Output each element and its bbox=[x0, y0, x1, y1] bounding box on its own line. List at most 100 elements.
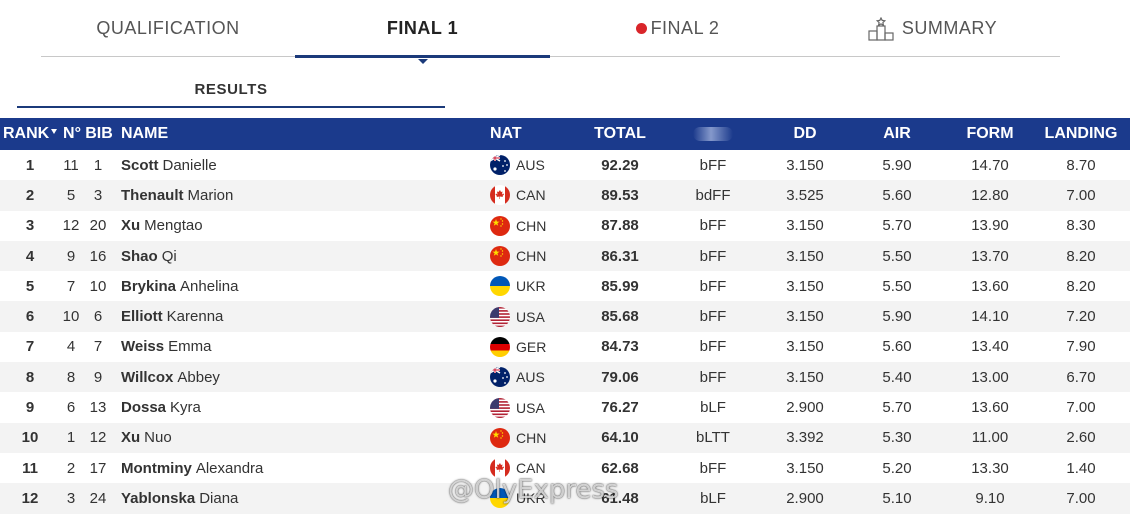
jump-code-cell: bLF bbox=[700, 399, 726, 417]
athlete-name-cell[interactable]: Thenault Marion bbox=[121, 180, 461, 210]
table-row[interactable]: 5 7 10 Brykina Anhelina UKR 85.99 bFF 3.150 5.50 1… bbox=[0, 271, 1130, 302]
total-score-cell: 86.31 bbox=[601, 247, 639, 265]
degree-of-difficulty-cell: 3.150 bbox=[786, 277, 824, 295]
form-score-cell: 13.30 bbox=[971, 459, 1009, 477]
rank-cell: 10 bbox=[21, 429, 39, 447]
bib-cell: 16 bbox=[89, 247, 107, 265]
jump-code-cell: bFF bbox=[699, 247, 727, 265]
table-row[interactable]: 1 11 1 Scott Danielle AUS 92.29 bFF 3.150 5.90 14.… bbox=[0, 150, 1130, 181]
active-tab-indicator bbox=[295, 55, 550, 58]
start-number-cell: 2 bbox=[66, 459, 76, 477]
total-score-cell: 61.48 bbox=[601, 489, 639, 507]
table-row[interactable]: 12 3 24 Yablonska Diana UKR 61.48 bLF 2.900 5.10 9… bbox=[0, 483, 1130, 514]
start-number-cell: 8 bbox=[66, 368, 76, 386]
start-number-cell: 1 bbox=[66, 429, 76, 447]
athlete-name-cell[interactable]: Brykina Anhelina bbox=[121, 271, 461, 301]
total-score-cell: 64.10 bbox=[601, 429, 639, 447]
nation-code: UKR bbox=[516, 278, 546, 295]
rank-cell: 9 bbox=[25, 399, 35, 417]
jump-code-cell: bLF bbox=[700, 489, 726, 507]
degree-of-difficulty-cell: 2.900 bbox=[786, 489, 824, 507]
header-jump-blurred bbox=[672, 118, 754, 150]
table-row[interactable]: 10 1 12 Xu Nuo CHN 64.10 bLTT 3.392 5.30 11.00 2.60 bbox=[0, 422, 1130, 453]
table-row[interactable]: 3 12 20 Xu Mengtao CHN 87.88 bFF 3.150 5.70 13.90 8… bbox=[0, 210, 1130, 241]
athlete-given-name: Anhelina bbox=[180, 277, 239, 295]
subtab-results[interactable]: RESULTS bbox=[17, 72, 445, 108]
landing-score-cell: 7.00 bbox=[1066, 399, 1096, 417]
athlete-surname: Scott bbox=[121, 156, 159, 174]
athlete-name-cell[interactable]: Montminy Alexandra bbox=[121, 453, 461, 483]
nation-code: CAN bbox=[516, 187, 546, 204]
start-number-cell: 12 bbox=[62, 217, 80, 235]
rank-cell: 3 bbox=[25, 217, 35, 235]
table-row[interactable]: 7 4 7 Weiss Emma GER 84.73 bFF 3.150 5.60 13.40 7.9… bbox=[0, 331, 1130, 363]
china-flag-icon bbox=[490, 215, 510, 236]
header-label: N° bbox=[63, 125, 81, 142]
table-row[interactable]: 11 2 17 Montminy Alexandra CAN 62.68 bFF 3.150 5.… bbox=[0, 452, 1130, 484]
ukraine-flag-icon bbox=[490, 488, 510, 509]
total-score-cell: 92.29 bbox=[601, 156, 639, 174]
tab-final-1[interactable]: FINAL 1 bbox=[295, 0, 550, 64]
rank-cell: 6 bbox=[25, 308, 35, 326]
ukraine-flag-icon bbox=[490, 276, 510, 297]
nation-cell: UKR bbox=[490, 271, 580, 301]
athlete-name-cell[interactable]: Yablonska Diana bbox=[121, 483, 461, 513]
athlete-given-name: Alexandra bbox=[195, 459, 264, 477]
athlete-name-cell[interactable]: Elliott Karenna bbox=[121, 301, 461, 331]
total-score-cell: 62.68 bbox=[601, 459, 639, 477]
degree-of-difficulty-cell: 3.150 bbox=[786, 217, 824, 235]
athlete-name-cell[interactable]: Shao Qi bbox=[121, 241, 461, 271]
header-rank[interactable]: RANK bbox=[0, 118, 58, 150]
table-row[interactable]: 4 9 16 Shao Qi CHN 86.31 bFF 3.150 5.50 13.70 8.20 bbox=[0, 240, 1130, 272]
bib-cell: 6 bbox=[93, 308, 103, 326]
athlete-given-name: Kyra bbox=[170, 399, 201, 417]
jump-code-cell: bFF bbox=[699, 308, 727, 326]
athlete-name-cell[interactable]: Scott Danielle bbox=[121, 150, 461, 180]
nation-code: GER bbox=[516, 338, 547, 355]
tab-label: FINAL 2 bbox=[650, 18, 720, 38]
table-row[interactable]: 2 5 3 Thenault Marion CAN 89.53 bdFF 3.525 5.60 12… bbox=[0, 180, 1130, 211]
tab-label: QUALIFICATION bbox=[96, 18, 240, 38]
table-row[interactable]: 8 8 9 Willcox Abbey AUS 79.06 bFF 3.150 5.40 13.00… bbox=[0, 362, 1130, 393]
header-label: LANDING bbox=[1044, 125, 1118, 142]
total-score-cell: 76.27 bbox=[601, 399, 639, 417]
podium-icon bbox=[868, 16, 894, 41]
start-number-cell: 10 bbox=[62, 308, 80, 326]
table-row[interactable]: 9 6 13 Dossa Kyra USA 76.27 bLF 2.900 5.70 13.60 7.… bbox=[0, 392, 1130, 423]
athlete-name-cell[interactable]: Willcox Abbey bbox=[121, 362, 461, 392]
header-dd: DD bbox=[765, 118, 845, 150]
table-row[interactable]: 6 10 6 Elliott Karenna USA 85.68 bFF 3.150 5.90 14… bbox=[0, 301, 1130, 332]
athlete-name-cell[interactable]: Xu Mengtao bbox=[121, 211, 461, 241]
jump-code-cell: bFF bbox=[699, 368, 727, 386]
nation-cell: USA bbox=[490, 301, 580, 331]
athlete-surname: Thenault bbox=[121, 186, 184, 204]
tab-final-2[interactable]: FINAL 2 bbox=[550, 0, 805, 57]
jump-code-cell: bFF bbox=[699, 277, 727, 295]
rank-cell: 2 bbox=[25, 186, 35, 204]
results-table: RANK N° BIB NAME NAT TOTAL DD AIR FORM L… bbox=[0, 118, 1130, 514]
bib-cell: 10 bbox=[89, 277, 107, 295]
athlete-given-name: Qi bbox=[161, 247, 177, 265]
air-score-cell: 5.70 bbox=[882, 217, 912, 235]
athlete-surname: Xu bbox=[121, 429, 141, 447]
china-flag-icon bbox=[490, 427, 510, 448]
athlete-name-cell[interactable]: Weiss Emma bbox=[121, 332, 461, 362]
form-score-cell: 12.80 bbox=[971, 186, 1009, 204]
athlete-name-cell[interactable]: Dossa Kyra bbox=[121, 392, 461, 422]
air-score-cell: 5.60 bbox=[882, 186, 912, 204]
athlete-name-cell[interactable]: Xu Nuo bbox=[121, 423, 461, 453]
tab-qualification[interactable]: QUALIFICATION bbox=[41, 0, 295, 57]
start-number-cell: 3 bbox=[66, 489, 76, 507]
sort-down-icon bbox=[51, 128, 58, 134]
nation-cell: UKR bbox=[490, 483, 580, 513]
athlete-surname: Dossa bbox=[121, 399, 167, 417]
tab-summary[interactable]: SUMMARY bbox=[805, 0, 1060, 57]
header-no: N° bbox=[61, 118, 83, 150]
jump-code-cell: bFF bbox=[699, 338, 727, 356]
nation-cell: AUS bbox=[490, 150, 580, 180]
degree-of-difficulty-cell: 2.900 bbox=[786, 399, 824, 417]
landing-score-cell: 6.70 bbox=[1066, 368, 1096, 386]
nation-cell: CHN bbox=[490, 241, 580, 271]
form-score-cell: 13.00 bbox=[971, 368, 1009, 386]
landing-score-cell: 8.70 bbox=[1066, 156, 1096, 174]
